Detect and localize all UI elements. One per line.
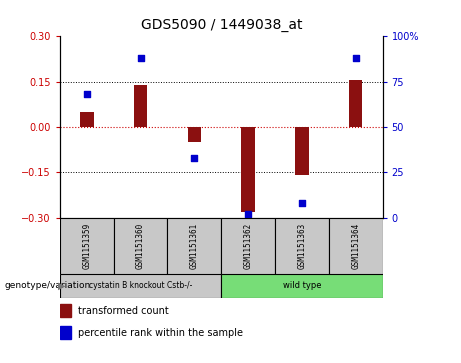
Point [244, 211, 252, 217]
Title: GDS5090 / 1449038_at: GDS5090 / 1449038_at [141, 19, 302, 33]
Point [352, 55, 360, 61]
Bar [60, 304, 71, 318]
Bar [349, 80, 362, 127]
Bar [60, 218, 114, 274]
Text: genotype/variation: genotype/variation [5, 281, 91, 290]
Text: cystatin B knockout Cstb-/-: cystatin B knockout Cstb-/- [89, 281, 192, 290]
Bar [167, 218, 221, 274]
Bar [275, 218, 329, 274]
Bar [188, 127, 201, 142]
Text: percentile rank within the sample: percentile rank within the sample [77, 327, 242, 338]
Point [298, 200, 306, 206]
Bar [60, 274, 221, 298]
Text: GSM1151362: GSM1151362 [244, 223, 253, 269]
Text: GSM1151363: GSM1151363 [297, 223, 307, 269]
Point [83, 91, 90, 97]
Text: GSM1151364: GSM1151364 [351, 223, 360, 269]
Bar [221, 218, 275, 274]
Bar [134, 85, 148, 127]
Bar [295, 127, 309, 175]
Bar [80, 112, 94, 127]
Text: transformed count: transformed count [77, 306, 168, 316]
Bar [242, 127, 255, 212]
Text: GSM1151359: GSM1151359 [83, 223, 91, 269]
Bar [329, 218, 383, 274]
Point [137, 55, 144, 61]
Text: GSM1151361: GSM1151361 [190, 223, 199, 269]
Text: wild type: wild type [283, 281, 321, 290]
Bar [221, 274, 383, 298]
Bar [114, 218, 167, 274]
Text: ▶: ▶ [58, 281, 65, 291]
Bar [60, 326, 71, 339]
Text: GSM1151360: GSM1151360 [136, 223, 145, 269]
Point [191, 155, 198, 161]
